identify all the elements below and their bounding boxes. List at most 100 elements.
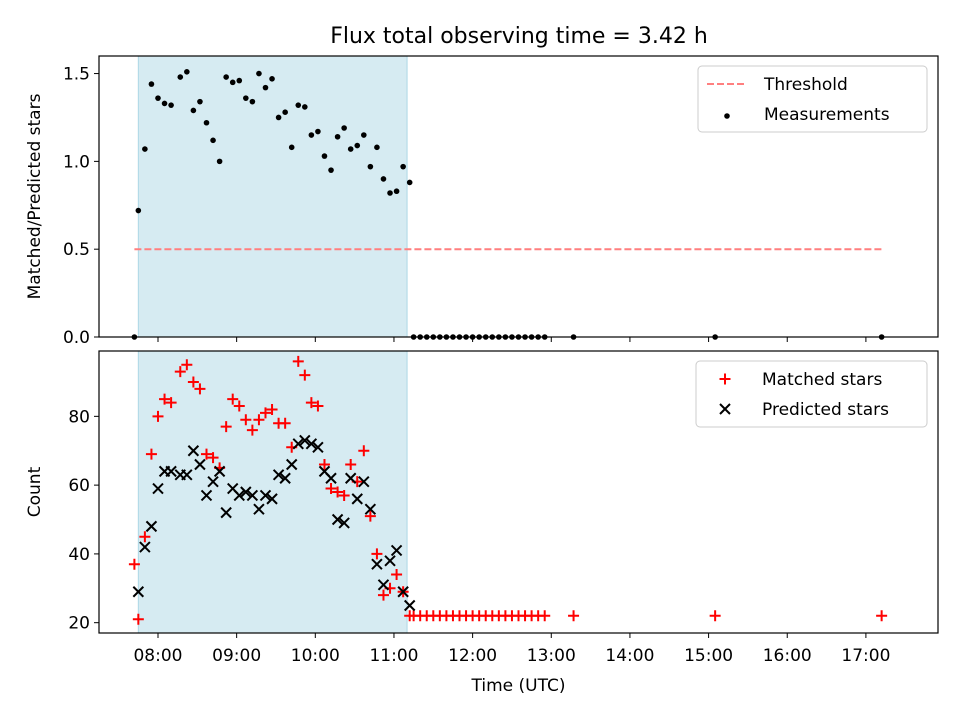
measurement-point	[135, 207, 142, 214]
legend-entry-label: Measurements	[764, 105, 890, 125]
x-tick-label: 11:00	[369, 646, 418, 666]
matched-star-point	[292, 355, 304, 367]
matched-star-point	[159, 393, 171, 405]
predicted-star-point	[371, 558, 383, 570]
matched-star-point	[279, 417, 291, 429]
measurement-point	[269, 76, 275, 82]
predicted-star-point	[266, 493, 278, 505]
x-tick-label: 17:00	[841, 646, 890, 666]
predicted-star-point	[351, 493, 363, 505]
predicted-star-point	[325, 472, 337, 484]
predicted-star-point	[200, 489, 213, 502]
y-axis-label: Matched/Predicted stars	[25, 93, 45, 299]
matched-star-point	[709, 610, 721, 622]
matched-star-point	[305, 397, 317, 409]
measurement-point	[347, 146, 354, 152]
matched-star-point	[358, 445, 370, 457]
predicted-star-point	[390, 544, 403, 557]
measurement-point	[295, 102, 302, 108]
x-tick-label: 08:00	[133, 646, 182, 666]
predicted-star-point	[259, 489, 272, 502]
measurement-point	[275, 114, 282, 121]
measurement-point	[393, 188, 400, 195]
predicted-star-point	[246, 489, 259, 502]
observing-span	[137, 350, 408, 634]
predicted-star-point	[272, 469, 285, 481]
measurement-point	[361, 132, 367, 138]
matched-star-point	[200, 448, 212, 460]
y-tick-label: 20	[68, 614, 90, 634]
matched-star-point	[187, 376, 199, 388]
axes-frame	[98, 350, 939, 634]
measurement-point	[223, 74, 229, 80]
predicted-star-point	[299, 434, 311, 447]
x-tick-label: 13:00	[527, 646, 576, 666]
matched-star-point	[266, 403, 278, 415]
measurement-point	[216, 158, 223, 165]
matched-star-point	[876, 610, 888, 622]
measurement-point	[155, 95, 161, 101]
predicted-star-point	[152, 482, 164, 495]
x-tick-label: 16:00	[763, 646, 812, 666]
predicted-star-point	[132, 586, 145, 598]
bottom-panel: 20 40 60 80 08:00 09:00 10:00 11:00 12:00 13:00 14…	[25, 350, 939, 696]
matched-star-point	[325, 483, 337, 495]
measurement-point	[406, 179, 413, 186]
matched-star-point	[139, 531, 151, 543]
predicted-star-point	[338, 517, 350, 529]
measurement-point	[229, 79, 236, 86]
measurement-point	[321, 153, 328, 159]
predicted-star-point	[233, 489, 245, 502]
measurement-point	[142, 146, 148, 152]
measurement-point	[302, 104, 308, 110]
legend-measurement-swatch	[724, 113, 730, 119]
predicted-star-point	[194, 458, 206, 471]
x-axis-label: Time (UTC)	[471, 676, 566, 696]
predicted-star-point	[331, 513, 344, 526]
legend-predicted-swatch	[719, 403, 731, 415]
predicted-star-point	[207, 475, 219, 488]
predicted-star-point	[286, 458, 298, 471]
matched-star-point	[128, 558, 140, 570]
predicted-star-point	[384, 555, 396, 567]
predicted-star-point	[358, 475, 370, 488]
measurement-point	[168, 102, 174, 108]
matched-star-point	[338, 489, 350, 501]
matched-star-point	[332, 486, 344, 498]
measurement-point	[282, 109, 288, 115]
matched-star-point	[152, 410, 164, 422]
chart-title: Flux total observing time = 3.42 h	[330, 24, 708, 49]
measurement-point	[210, 137, 216, 144]
x-tick-label: 15:00	[684, 646, 733, 666]
measurement-point	[236, 77, 243, 84]
matched-star-point	[364, 510, 376, 522]
predicted-star-point	[364, 503, 377, 515]
matched-star-point	[207, 452, 219, 464]
matched-star-point	[345, 458, 357, 470]
matched-star-point	[165, 397, 177, 409]
measurement-point	[256, 70, 262, 77]
y-tick-label: 80	[68, 407, 90, 427]
x-tick-label: 09:00	[212, 646, 261, 666]
measurement-point	[148, 81, 155, 87]
measurement-point	[387, 190, 393, 196]
legend-entry-label: Threshold	[763, 75, 848, 95]
y-tick-label: 0.5	[63, 240, 90, 260]
measurement-point	[400, 163, 406, 170]
predicted-star-point	[312, 441, 324, 454]
predicted-star-point	[279, 472, 291, 484]
matched-star-point	[312, 400, 324, 412]
y-tick-label: 1.5	[63, 65, 90, 85]
predicted-star-point	[403, 599, 416, 612]
measurement-point	[197, 98, 203, 105]
measurement-point	[161, 100, 168, 107]
top-panel: 0.0 0.5 1.0 1.5 Matched/Predicted stars Thres…	[25, 55, 939, 348]
x-tick-label: 12:00	[448, 646, 497, 666]
measurement-point	[341, 125, 347, 131]
matched-star-point	[220, 421, 232, 433]
y-axis-label: Count	[25, 466, 45, 517]
predicted-star-point	[139, 541, 151, 553]
matched-star-point	[194, 383, 206, 395]
matched-star-point	[371, 548, 383, 560]
measurement-point	[190, 107, 197, 114]
